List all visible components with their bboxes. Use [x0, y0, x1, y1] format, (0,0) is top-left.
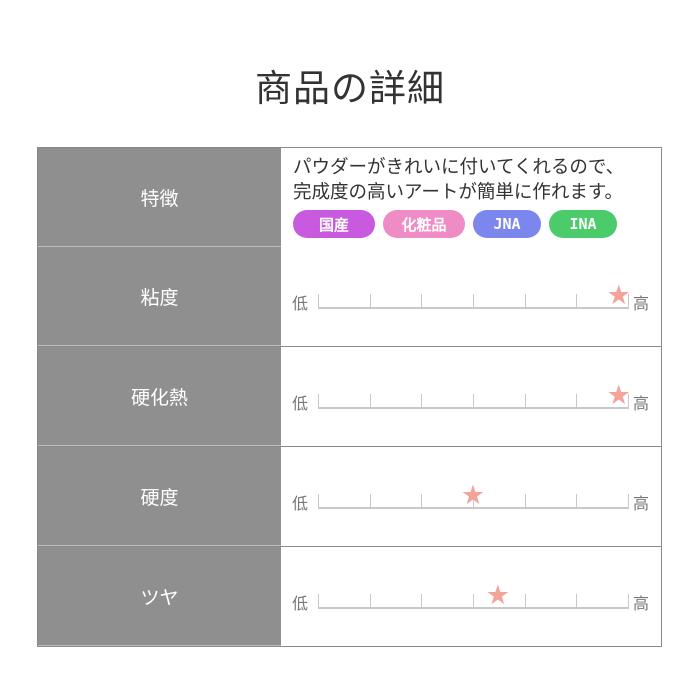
star-icon: ★	[460, 480, 486, 511]
scale-tick	[369, 294, 371, 309]
scale-tick	[524, 494, 526, 509]
features-cell: パウダーがきれいに付いてくれるので、 完成度の高いアートが簡単に作れます。 国産…	[281, 148, 661, 247]
scale-tick	[369, 594, 371, 609]
tag-domestic: 国産	[293, 210, 375, 238]
star-icon: ★	[606, 280, 631, 311]
tag-jna: JNA	[473, 210, 541, 238]
row-rating: ツヤ 低 ★ 高	[38, 546, 661, 646]
scale-tick	[473, 594, 474, 609]
star-icon: ★	[485, 580, 510, 611]
scale-tick	[524, 594, 526, 609]
scale-high-label: 高	[633, 294, 650, 313]
scale-tick	[628, 594, 629, 609]
description: パウダーがきれいに付いてくれるので、 完成度の高いアートが簡単に作れます。	[293, 155, 624, 205]
rating-cell: 低 ★ 高	[281, 447, 661, 546]
scale-tick	[421, 594, 423, 609]
star-icon: ★	[606, 380, 631, 411]
scale-low-label: 低	[292, 394, 309, 413]
scale-tick	[576, 294, 578, 309]
scale-tick	[628, 394, 629, 409]
scale-high-label: 高	[633, 394, 650, 413]
tag-list: 国産 化粧品 JNA INA	[293, 210, 617, 238]
row-features: 特徴 パウダーがきれいに付いてくれるので、 完成度の高いアートが簡単に作れます。…	[38, 148, 661, 247]
description-line: パウダーがきれいに付いてくれるので、	[293, 157, 625, 178]
scale-tick	[576, 594, 578, 609]
scale-tick	[473, 494, 474, 509]
rating-cell: 低 ★ 高	[281, 247, 661, 346]
rating-scale: 低 ★ 高	[281, 347, 661, 446]
rating-scale: 低 ★ 高	[281, 547, 661, 646]
row-rating: 粘度 低 ★ 高	[38, 247, 661, 346]
product-details-table: 特徴 パウダーがきれいに付いてくれるので、 完成度の高いアートが簡単に作れます。…	[37, 147, 662, 647]
scale-tick	[318, 594, 319, 609]
scale-tick	[369, 394, 371, 409]
tag-cosmetic: 化粧品	[383, 210, 465, 238]
scale-tick	[628, 294, 629, 309]
scale-tick	[318, 494, 319, 509]
tag-ina: INA	[549, 210, 617, 238]
row-label: 特徴	[38, 148, 281, 247]
row-label: 粘度	[38, 247, 281, 346]
scale-tick	[576, 394, 578, 409]
scale-tick	[524, 294, 526, 309]
scale-tick	[628, 494, 629, 509]
scale-tick	[369, 494, 371, 509]
row-label: 硬化熱	[38, 347, 281, 446]
scale-tick	[524, 394, 526, 409]
scale-low-label: 低	[292, 294, 309, 313]
row-rating: 硬化熱 低 ★ 高	[38, 346, 661, 446]
scale-high-label: 高	[633, 594, 650, 613]
scale-low-label: 低	[292, 494, 309, 513]
row-label: ツヤ	[38, 547, 281, 646]
scale-tick	[473, 294, 474, 309]
scale-tick	[421, 494, 423, 509]
rating-scale: 低 ★ 高	[281, 447, 661, 546]
scale-tick	[318, 394, 319, 409]
description-line: 完成度の高いアートが簡単に作れます。	[293, 182, 624, 203]
scale-tick	[576, 494, 578, 509]
scale-high-label: 高	[633, 494, 650, 513]
page-title: 商品の詳細	[255, 67, 445, 110]
row-label: 硬度	[38, 447, 281, 546]
row-rating: 硬度 低 ★ 高	[38, 446, 661, 546]
scale-tick	[473, 394, 474, 409]
rating-cell: 低 ★ 高	[281, 547, 661, 646]
rating-scale: 低 ★ 高	[281, 247, 661, 346]
scale-low-label: 低	[292, 594, 309, 613]
rating-cell: 低 ★ 高	[281, 347, 661, 446]
scale-tick	[421, 294, 423, 309]
scale-tick	[318, 294, 319, 309]
scale-tick	[421, 394, 423, 409]
